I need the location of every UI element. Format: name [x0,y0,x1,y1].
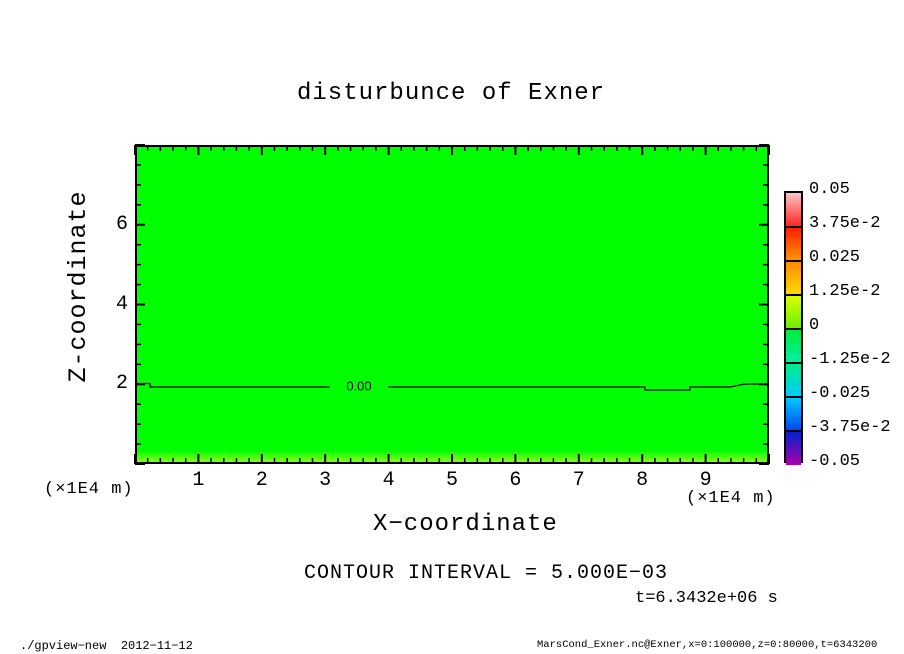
svg-text:0.00: 0.00 [346,379,371,394]
